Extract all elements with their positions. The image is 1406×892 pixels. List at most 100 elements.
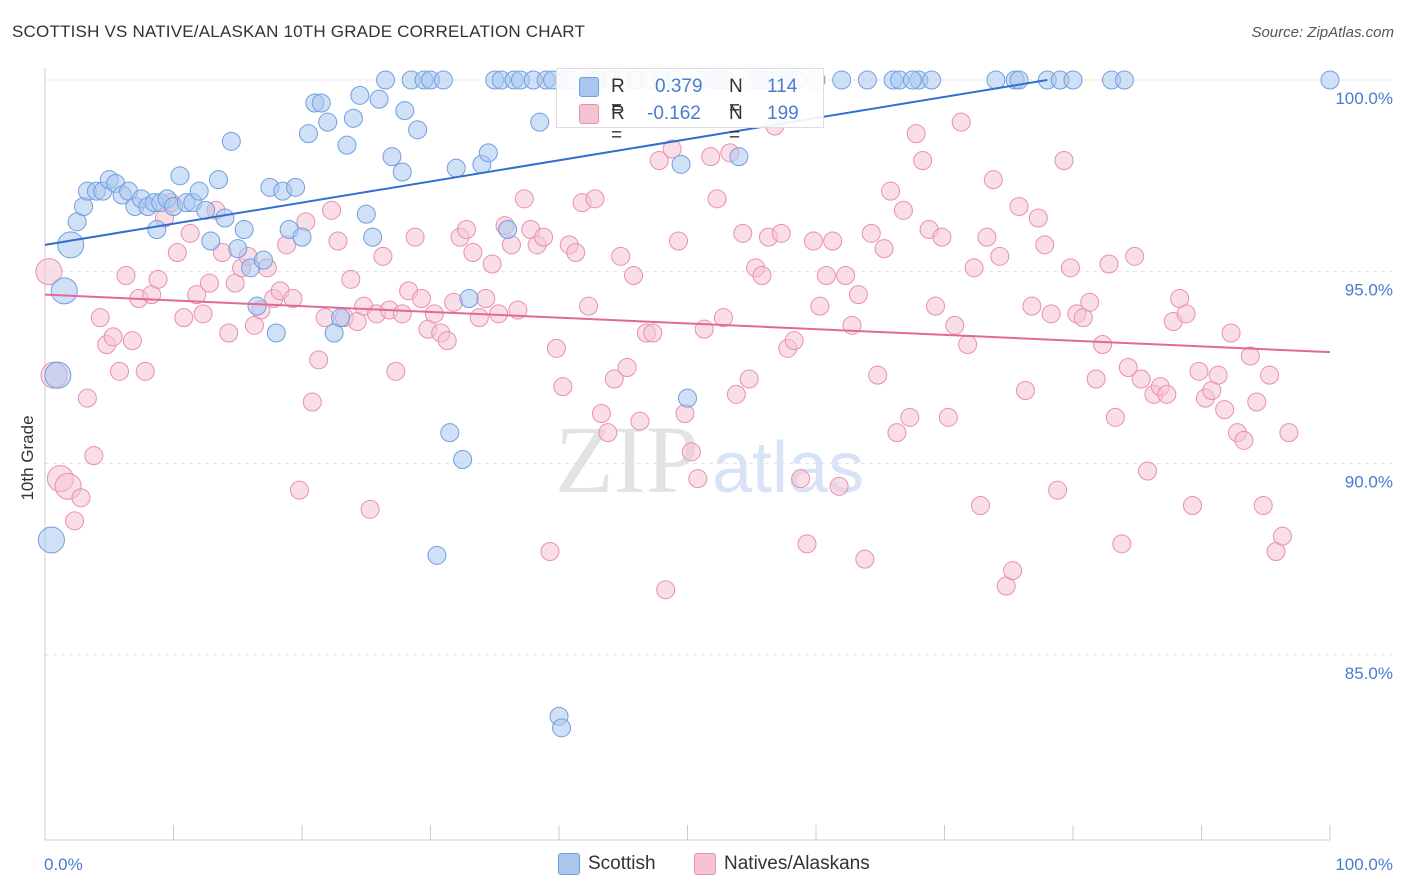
scottish-point	[147, 220, 167, 239]
scottish-point	[331, 308, 351, 328]
y-tick-label: 95.0%	[1345, 281, 1393, 300]
native-alaskan-point	[508, 300, 528, 320]
native-alaskan-point	[1157, 384, 1177, 404]
scottish-point	[189, 181, 209, 201]
native-alaskan-point	[688, 469, 708, 489]
native-alaskan-point	[836, 266, 856, 285]
native-alaskan-point	[1118, 358, 1138, 377]
scottish-point	[729, 147, 749, 167]
native-alaskan-point	[135, 361, 155, 381]
scottish-point	[1114, 70, 1134, 90]
native-alaskan-point	[534, 227, 554, 247]
native-alaskan-point	[1093, 335, 1113, 354]
native-alaskan-point	[71, 488, 91, 508]
native-alaskan-point	[553, 377, 573, 397]
native-alaskan-point	[219, 323, 239, 343]
native-alaskan-point	[624, 266, 644, 285]
native-alaskan-point	[649, 151, 669, 170]
native-alaskan-point	[662, 139, 682, 159]
chart-source: Source: ZipAtlas.com	[1251, 24, 1394, 41]
scottish-point	[478, 143, 498, 163]
native-alaskan-point	[990, 246, 1010, 266]
scottish-point	[395, 101, 415, 121]
native-alaskan-point	[116, 266, 136, 285]
scottish-point	[228, 239, 248, 259]
scottish-point	[678, 388, 697, 408]
legend-r-value: 0.379	[655, 76, 703, 97]
native-alaskan-point	[1086, 369, 1106, 389]
legend-swatch-scottish	[579, 77, 599, 97]
scottish-point	[392, 162, 412, 182]
correlation-legend: R = 0.379 N = 114 R = -0.162 N = 199	[556, 68, 824, 146]
watermark-zip: ZIP	[555, 406, 699, 513]
native-alaskan-point	[1022, 296, 1042, 316]
native-alaskan-point	[302, 392, 322, 412]
native-alaskan-point	[829, 476, 849, 496]
native-alaskan-point	[855, 549, 875, 569]
scottish-point	[247, 296, 267, 316]
legend-n-value: 114	[767, 76, 798, 97]
scottish-point	[311, 93, 331, 113]
native-alaskan-point	[694, 319, 714, 339]
y-tick-label: 100.0%	[1335, 89, 1393, 108]
scottish-point	[44, 361, 72, 389]
native-alaskan-point	[932, 227, 952, 247]
native-alaskan-point	[926, 296, 946, 316]
native-alaskan-point	[900, 407, 920, 427]
native-alaskan-point	[861, 223, 881, 243]
scottish-point	[37, 526, 65, 554]
native-alaskan-point	[1060, 258, 1080, 278]
native-alaskan-point	[669, 231, 689, 251]
native-alaskan-point	[1112, 534, 1132, 554]
native-alaskan-point	[35, 258, 63, 286]
native-alaskan-point	[1234, 430, 1254, 450]
native-alaskan-point	[713, 308, 733, 328]
native-alaskan-point	[193, 304, 213, 324]
scottish-point	[253, 250, 273, 270]
native-alaskan-point	[739, 369, 759, 389]
scottish-point	[266, 323, 286, 343]
scottish-point	[1063, 70, 1083, 90]
native-alaskan-point	[970, 496, 990, 515]
native-alaskan-point	[469, 308, 489, 328]
native-alaskan-point	[958, 335, 978, 354]
legend-r-label: R =	[611, 103, 625, 146]
scottish-point	[552, 718, 572, 738]
native-alaskan-point	[643, 323, 663, 343]
legend-swatch-natives	[579, 104, 599, 124]
legend-r-label: R =	[611, 76, 625, 119]
scottish-point	[234, 220, 254, 239]
native-alaskan-point	[816, 266, 836, 285]
scottish-point	[832, 70, 852, 90]
native-alaskan-point	[983, 170, 1003, 190]
native-alaskan-point	[187, 285, 207, 305]
native-alaskan-point	[726, 384, 746, 404]
grid-lines	[45, 79, 1392, 656]
native-alaskan-point	[424, 304, 444, 324]
native-alaskan-point	[1080, 292, 1100, 312]
native-alaskan-point	[656, 580, 676, 600]
native-alaskan-point	[1041, 304, 1061, 324]
scottish-point	[857, 70, 877, 90]
native-alaskan-point	[874, 239, 894, 259]
legend-label-natives: Natives/Alaskans	[724, 853, 870, 874]
native-alaskan-point	[707, 189, 727, 209]
native-alaskan-point	[579, 296, 599, 316]
native-alaskan-point	[322, 200, 342, 220]
native-alaskan-point	[791, 469, 811, 489]
y-tick-label: 85.0%	[1345, 664, 1393, 683]
native-alaskan-point	[1247, 392, 1267, 412]
native-alaskan-point	[405, 227, 425, 247]
native-alaskan-point	[412, 289, 432, 308]
native-alaskan-point	[1189, 361, 1209, 381]
native-alaskan-point	[1009, 197, 1029, 216]
watermark-atlas: atlas	[712, 428, 864, 508]
trend-lines	[44, 79, 1331, 354]
scottish-point	[498, 220, 518, 239]
tick-labels: 85.0% 90.0% 95.0% 100.0% 0.0% 100.0%	[44, 89, 1393, 874]
scottish-point	[986, 70, 1006, 90]
legend-label-scottish: Scottish	[588, 853, 656, 874]
native-alaskan-point	[868, 365, 888, 385]
native-alaskan-point	[1003, 561, 1023, 581]
